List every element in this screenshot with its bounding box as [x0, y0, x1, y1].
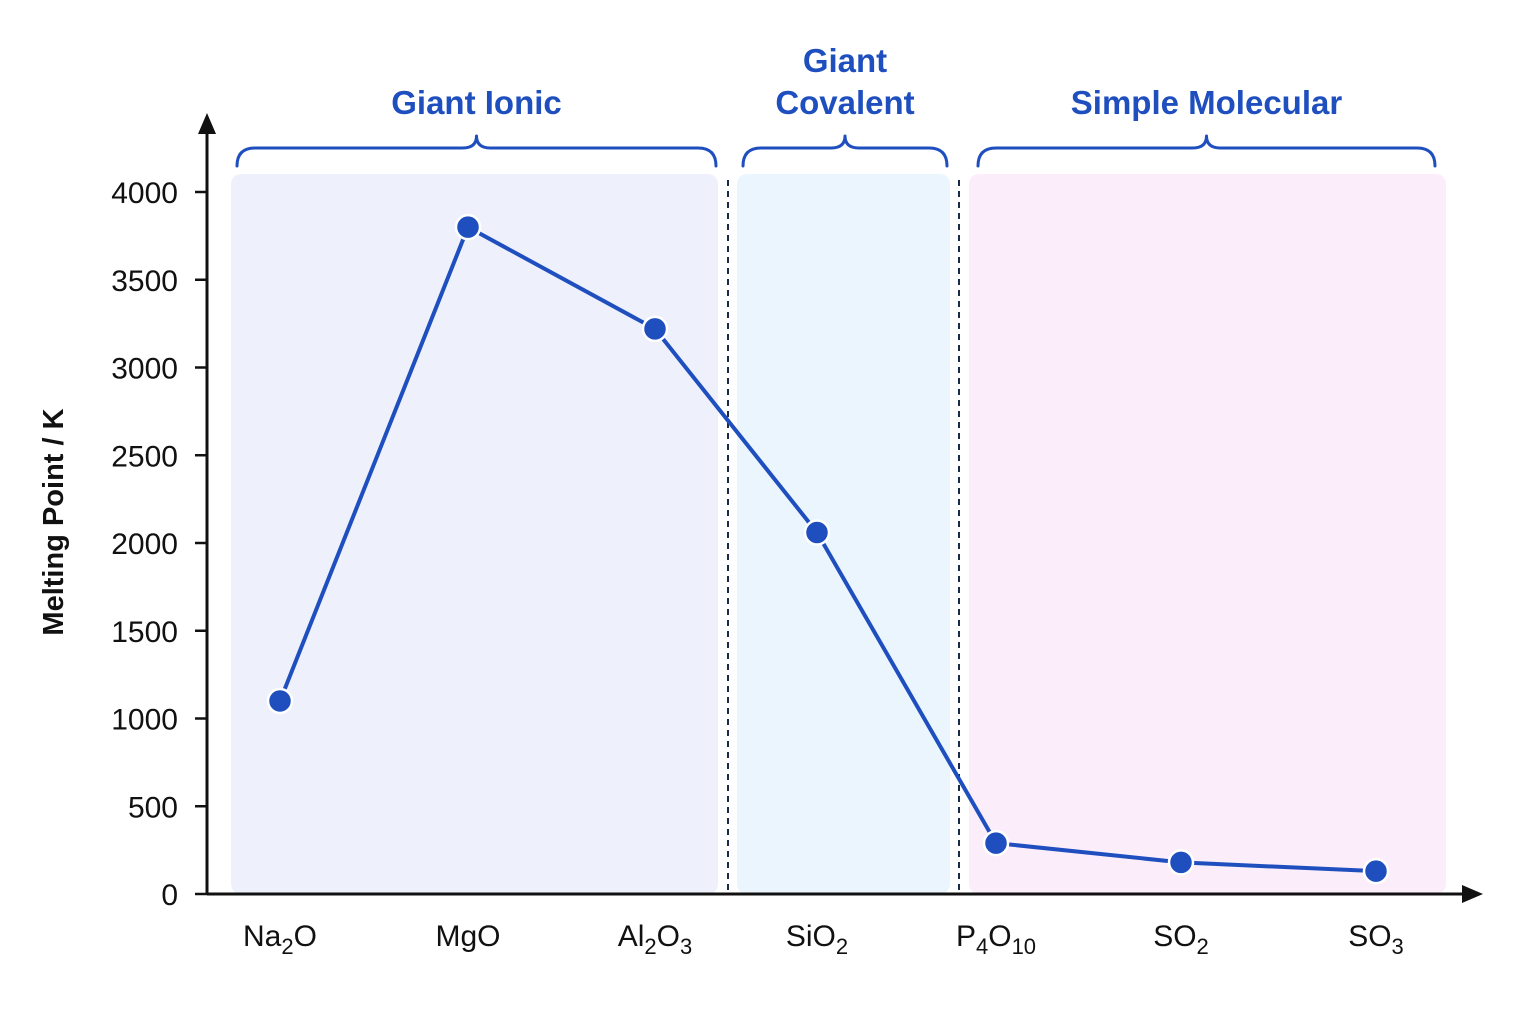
data-point-Al2O3 — [641, 315, 669, 343]
x-axis-arrow — [1462, 885, 1483, 903]
x-category-label: Na2O — [243, 920, 317, 959]
data-point-P4O10 — [982, 829, 1010, 857]
y-tick-label: 0 — [161, 879, 178, 912]
data-point-Na2O — [266, 687, 294, 715]
subscript: 2 — [836, 934, 848, 959]
region-2-label: Covalent — [775, 84, 914, 121]
formula-part: SO — [1153, 920, 1196, 953]
y-axis-title: Melting Point / K — [38, 408, 70, 635]
x-category-label: SO2 — [1153, 920, 1209, 959]
formula-part: P — [956, 920, 976, 953]
region-3-label: Simple Molecular — [1071, 84, 1343, 121]
y-tick-label: 1500 — [111, 616, 178, 649]
region-3-background — [969, 174, 1446, 894]
region-1-label: Giant Ionic — [391, 84, 562, 121]
region-2-label: Giant — [803, 42, 887, 79]
formula-part: O — [657, 920, 680, 953]
formula-part: SO — [1348, 920, 1391, 953]
data-point-SiO2 — [803, 519, 831, 546]
y-tick-label: 2500 — [111, 440, 178, 473]
x-category-label: P4O10 — [956, 920, 1036, 959]
formula-part: SiO — [786, 920, 836, 953]
subscript: 3 — [1392, 934, 1404, 959]
region-braces: Giant Ionic Giant Covalent Simple Molecular — [235, 42, 1437, 168]
region-1-brace — [235, 134, 718, 168]
region-2-background — [737, 174, 950, 894]
y-tick-label: 3500 — [111, 265, 178, 298]
subscript: 2 — [281, 934, 293, 959]
y-tick-label: 3000 — [111, 353, 178, 386]
subscript: 3 — [680, 934, 692, 959]
y-ticks: 0 500 1000 1500 2000 2500 3000 3500 4000 — [111, 177, 207, 912]
formula-part: Na — [243, 920, 282, 953]
axes — [198, 113, 1483, 903]
data-point-MgO — [454, 213, 482, 241]
subscript: 4 — [976, 934, 988, 959]
region-3-brace — [976, 134, 1437, 168]
formula-part: O — [294, 920, 317, 953]
subscript: 10 — [1012, 934, 1036, 959]
subscript: 2 — [1197, 934, 1209, 959]
x-category-label: Al2O3 — [618, 920, 693, 959]
x-category-label: SO3 — [1348, 920, 1404, 959]
y-tick-label: 1000 — [111, 704, 178, 737]
y-tick-label: 4000 — [111, 177, 178, 210]
regions-layer — [231, 174, 1446, 894]
data-point-SO2 — [1167, 849, 1195, 876]
formula-part: O — [988, 920, 1011, 953]
x-category-label: SiO2 — [786, 920, 848, 959]
y-tick-label: 2000 — [111, 528, 178, 561]
y-axis-arrow — [198, 113, 216, 134]
x-category-labels: Na2O MgO Al2O3 SiO2 P4O10 SO2 SO3 — [243, 920, 1404, 959]
region-1-background — [231, 174, 718, 894]
data-point-SO3 — [1362, 857, 1390, 885]
region-2-brace — [741, 134, 949, 168]
series-layer — [266, 213, 1390, 885]
formula-part: MgO — [435, 920, 500, 953]
subscript: 2 — [644, 934, 656, 959]
formula-part: Al — [618, 920, 645, 953]
y-tick-label: 500 — [128, 791, 178, 824]
x-category-label: MgO — [435, 920, 500, 953]
